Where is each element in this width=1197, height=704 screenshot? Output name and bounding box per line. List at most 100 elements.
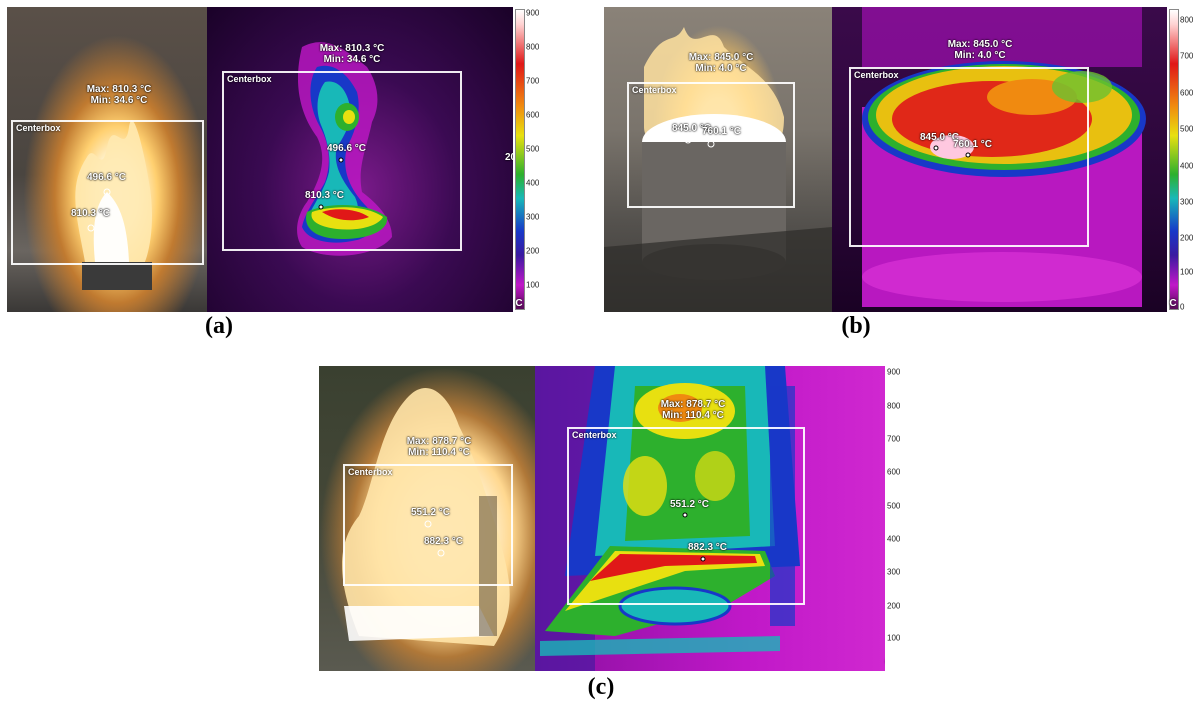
panel-a-thermal-centerbox: Centerbox	[222, 71, 462, 251]
panel-a-thermal-spot3-label: 20.6 °C	[505, 152, 513, 163]
panel-c-photo-centerbox: Centerbox	[343, 464, 513, 586]
panel-c-tick: 500	[887, 501, 901, 511]
panel-b-photo-spot1-label: 845.0 °C	[672, 123, 712, 134]
panel-b-tick: 0	[1180, 302, 1185, 312]
panel-c-thermal-spot1-marker	[682, 512, 688, 518]
panel-a-photo-spot2-marker	[87, 224, 95, 232]
caption-c: (c)	[587, 674, 615, 700]
panel-c-photo-spot1-label: 551.2 °C	[411, 507, 451, 518]
panel-b-photo-centerbox-label: Centerbox	[632, 85, 677, 95]
panel-c-tick: 300	[887, 567, 901, 577]
panel-c-thermal-centerbox-label: Centerbox	[572, 430, 617, 440]
panel-b-tick: 400	[1180, 161, 1194, 171]
panel-b-tick: 100	[1180, 267, 1194, 277]
panel-b-thermal-spot1-marker	[933, 145, 939, 151]
panel-a-photo-spot2-label: 810.3 °C	[71, 208, 111, 219]
panel-c-photo-centerbox-label: Centerbox	[348, 467, 393, 477]
panel-b-photo-spot1-marker	[684, 136, 692, 144]
panel-a-thermal-spot2-label: 810.3 °C	[305, 190, 345, 201]
panel-b: Max: 845.0 °C Min: 4.0 °C Centerbox 845.…	[604, 7, 1197, 312]
panel-c-photo-spot2-label: 882.3 °C	[424, 536, 464, 547]
panel-b-thermal-spot2-label: 760.1 °C	[953, 139, 993, 150]
panel-b-photo-max: Max: 845.0 °C	[688, 52, 754, 63]
panel-b-thermal: Max: 845.0 °C Min: 4.0 °C Centerbox 845.…	[832, 7, 1167, 312]
panel-a-color-scale: 900 800 700 600 500 400 300 200 100 C	[513, 7, 555, 312]
panel-a-photo-min: Min: 34.6 °C	[90, 95, 148, 106]
panel-b-tick: 800	[1180, 15, 1194, 25]
panel-a-color-scale-gradient	[515, 9, 525, 310]
panel-a-tick: 900	[526, 8, 540, 18]
panel-b-tick: 700	[1180, 51, 1194, 61]
panel-a-scale-unit: C	[515, 298, 523, 309]
panel-a-photo-centerbox-label: Centerbox	[16, 123, 61, 133]
panel-b-photo-centerbox: Centerbox	[627, 82, 795, 208]
panel-a-photo-spot1-marker	[103, 188, 111, 196]
panel-c-photo-spot2-marker	[437, 549, 445, 557]
panel-a-photo-centerbox: Centerbox	[11, 120, 204, 265]
panel-c-tick: 900	[887, 367, 901, 377]
panel-a-thermal-spot2-marker	[318, 204, 324, 210]
panel-a-tick: 800	[526, 42, 540, 52]
panel-c: Max: 878.7 °C Min: 110.4 °C Centerbox 55…	[319, 366, 896, 671]
panel-a-thermal-max: Max: 810.3 °C	[319, 43, 385, 54]
panel-a-photo-max: Max: 810.3 °C	[86, 84, 152, 95]
panel-a-tick: 400	[526, 178, 540, 188]
panel-c-tick: 400	[887, 534, 901, 544]
panel-b-thermal-spot1-label: 845.0 °C	[920, 132, 960, 143]
panel-a-thermal-spot1-label: 496.6 °C	[327, 143, 367, 154]
panel-c-photo-scene	[342, 387, 510, 646]
panel-c-thermal-heatmap	[535, 366, 800, 671]
panel-b-photo: Max: 845.0 °C Min: 4.0 °C Centerbox 845.…	[604, 7, 832, 312]
panel-b-thermal-centerbox-label: Centerbox	[854, 70, 899, 80]
panel-c-thermal-spot2-label: 882.3 °C	[688, 542, 728, 553]
panel-c-photo-spot1-marker	[424, 520, 432, 528]
panel-c-tick: 100	[887, 633, 901, 643]
panel-b-tick: 300	[1180, 197, 1194, 207]
panel-b-thermal-heatmap	[862, 7, 1146, 307]
caption-b: (b)	[841, 313, 871, 339]
panel-c-thermal-min: Min: 110.4 °C	[662, 410, 724, 421]
panel-a-tick: 600	[526, 110, 540, 120]
panel-c-thermal-spot2-marker	[700, 556, 706, 562]
panel-a-tick: 500	[526, 144, 540, 154]
panel-a: Max: 810.3 °C Min: 34.6 °C Centerbox 496…	[7, 7, 555, 312]
panel-a-photo-flame	[75, 120, 152, 290]
panel-a-photo-spot1-label: 496.6 °C	[87, 172, 127, 183]
panel-b-thermal-spot2-marker	[965, 152, 971, 158]
panel-a-thermal-min: Min: 34.6 °C	[323, 54, 381, 65]
panel-b-color-scale: 800 700 600 500 400 300 200 100 0 C	[1167, 7, 1197, 312]
panel-c-thermal-centerbox: Centerbox	[567, 427, 805, 605]
panel-b-photo-spot2-label: 760.1 °C	[702, 126, 742, 137]
panel-c-photo: Max: 878.7 °C Min: 110.4 °C Centerbox 55…	[319, 366, 535, 671]
panel-c-thermal-spot1-label: 551.2 °C	[670, 499, 710, 510]
panel-b-tick: 600	[1180, 88, 1194, 98]
panel-c-tick: 800	[887, 401, 901, 411]
panel-a-photo: Max: 810.3 °C Min: 34.6 °C Centerbox 496…	[7, 7, 207, 312]
panel-a-thermal-centerbox-label: Centerbox	[227, 74, 272, 84]
panel-b-photo-spot2-marker	[707, 140, 715, 148]
panel-c-thermal-max: Max: 878.7 °C	[660, 399, 726, 410]
panel-a-tick: 700	[526, 76, 540, 86]
panel-b-photo-min: Min: 4.0 °C	[695, 63, 747, 74]
panel-c-photo-max: Max: 878.7 °C	[406, 436, 472, 447]
panel-a-thermal-heatmap	[297, 42, 392, 256]
panel-b-tick: 200	[1180, 233, 1194, 243]
panel-c-scale-labels: 900 800 700 600 500 400 300 200 100	[885, 366, 905, 671]
panel-b-color-scale-gradient	[1169, 9, 1179, 310]
panel-c-tick: 600	[887, 467, 901, 477]
panel-c-tick: 700	[887, 434, 901, 444]
panel-a-tick: 100	[526, 280, 540, 290]
panel-b-thermal-min: Min: 4.0 °C	[954, 50, 1006, 61]
panel-c-thermal: Max: 878.7 °C Min: 110.4 °C Centerbox 55…	[535, 366, 885, 671]
panel-c-tick: 200	[887, 601, 901, 611]
panel-c-photo-min: Min: 110.4 °C	[408, 447, 470, 458]
panel-b-thermal-centerbox: Centerbox	[849, 67, 1089, 247]
panel-a-thermal-spot1-marker	[338, 157, 344, 163]
panel-b-thermal-max: Max: 845.0 °C	[947, 39, 1013, 50]
panel-b-tick: 500	[1180, 124, 1194, 134]
panel-a-tick: 300	[526, 212, 540, 222]
panel-a-tick: 200	[526, 246, 540, 256]
caption-a: (a)	[205, 313, 233, 339]
panel-a-thermal: Max: 810.3 °C Min: 34.6 °C Centerbox 496…	[207, 7, 513, 312]
panel-b-scale-unit: C	[1169, 298, 1177, 309]
